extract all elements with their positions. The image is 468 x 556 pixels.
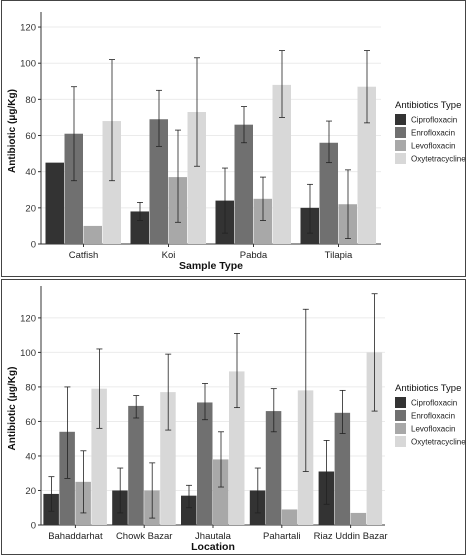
y-axis-title: Antibiotic (μg/Kg) (7, 89, 18, 173)
sample-type-chart: 0 20 40 60 80 100 120 Catfish Koi Pabda Tilapia Sam… (7, 12, 466, 272)
bar-koi-enrofloxacin (149, 119, 168, 244)
sample-type-chart-panel: 0 20 40 60 80 100 120 Catfish Koi Pabda Tilapia Sam… (1, 0, 466, 277)
x-tick-label-pahartali: Pahartali (263, 531, 301, 542)
legend-label-levofloxacin: Levofloxacin (411, 425, 455, 434)
y-tick-label: 100 (20, 348, 36, 359)
bar-bahaddarhat-oxytetracycline (91, 388, 107, 525)
legend-swatch-ciprofloxacin (395, 397, 406, 408)
bar-koi-oxytetracycline (187, 112, 206, 245)
x-tick-label-bahaddarhat: Bahaddarhat (48, 531, 103, 542)
bar-pabda-levofloxacin (253, 198, 272, 244)
x-tick-label-jhautala: Jhautala (195, 531, 232, 542)
y-tick-label: 20 (25, 486, 36, 497)
bar-pabda-oxytetracycline (272, 84, 291, 245)
bar-jhautala-levofloxacin (213, 459, 229, 525)
y-axis-title: Antibiotic (μg/Kg) (7, 367, 18, 451)
legend-swatch-levofloxacin (395, 140, 406, 151)
y-tick-label: 120 (20, 313, 36, 324)
legend-swatch-enrofloxacin (395, 410, 406, 421)
legend-swatch-levofloxacin (395, 423, 406, 434)
location-chart: 0 20 40 60 80 100 120 Bahaddarhat Chowk Bazar Jha… (7, 286, 466, 553)
bar-catfish-enrofloxacin (64, 133, 83, 244)
bar-catfish-ciprofloxacin (45, 162, 64, 244)
y-tick-label: 40 (25, 167, 36, 178)
legend-swatch-oxytetracycline (395, 153, 406, 164)
bar-tilapia-oxytetracycline (357, 86, 376, 244)
legend-swatch-ciprofloxacin (395, 114, 406, 125)
bar-pahartali-levofloxacin (281, 509, 298, 525)
legend-label-enrofloxacin: Enrofloxacin (411, 412, 455, 421)
legend-label-oxytetracycline: Oxytetracycline (411, 155, 466, 164)
bar-catfish-oxytetracycline (102, 121, 121, 244)
legend-title: Antibiotics Type (395, 100, 461, 111)
y-tick-label: 60 (25, 417, 36, 428)
bar-riaz-uddin-bazar-levofloxacin (350, 512, 367, 525)
legend-label-ciprofloxacin: Ciprofloxacin (411, 116, 457, 125)
bar-jhautala-ciprofloxacin (181, 495, 197, 525)
y-tick-label: 20 (25, 203, 36, 214)
bar-chowk-bazar-oxytetracycline (160, 392, 176, 525)
y-tick-label: 120 (20, 23, 36, 34)
location-chart-panel: 0 20 40 60 80 100 120 Bahaddarhat Chowk Bazar Jha… (1, 279, 466, 555)
x-tick-label-pabda: Pabda (240, 250, 268, 261)
chart-body: 0 20 40 60 80 100 120 Catfish Koi Pabda Tilapia Sam… (7, 12, 381, 272)
y-tick-label: 40 (25, 451, 36, 462)
legend-swatch-oxytetracycline (395, 436, 406, 447)
legend: Antibiotics Type Ciprofloxacin Enrofloxaci… (395, 383, 466, 447)
x-axis-title: Location (191, 541, 235, 553)
y-tick-label: 100 (20, 59, 36, 70)
bar-catfish-levofloxacin (83, 225, 102, 244)
bar-koi-ciprofloxacin (130, 211, 149, 244)
legend: Antibiotics Type Ciprofloxacin Enrofloxaci… (395, 100, 466, 164)
x-tick-label-riaz-uddin-bazar: Riaz Uddin Bazar (314, 531, 388, 542)
x-tick-label-tilapia: Tilapia (325, 250, 353, 261)
y-tick-label: 80 (25, 382, 36, 393)
chart-body: 0 20 40 60 80 100 120 Bahaddarhat Chowk Bazar Jha… (7, 286, 388, 553)
bar-pabda-enrofloxacin (234, 124, 253, 244)
legend-label-oxytetracycline: Oxytetracycline (411, 438, 466, 447)
legend-swatch-enrofloxacin (395, 127, 406, 138)
bar-tilapia-enrofloxacin (319, 142, 338, 244)
legend-label-ciprofloxacin: Ciprofloxacin (411, 399, 457, 408)
legend-title: Antibiotics Type (395, 383, 461, 394)
bar-pahartali-enrofloxacin (265, 411, 282, 525)
legend-label-enrofloxacin: Enrofloxacin (411, 129, 455, 138)
bar-jhautala-oxytetracycline (229, 371, 245, 525)
y-tick-label: 0 (31, 240, 36, 251)
x-tick-label-koi: Koi (162, 250, 176, 261)
bar-riaz-uddin-bazar-enrofloxacin (334, 412, 351, 525)
x-tick-label-chowk-bazar: Chowk Bazar (116, 531, 173, 542)
bar-chowk-bazar-enrofloxacin (128, 405, 144, 525)
legend-label-levofloxacin: Levofloxacin (411, 142, 455, 151)
x-axis-title: Sample Type (179, 260, 243, 272)
y-tick-label: 0 (31, 521, 36, 532)
y-tick-label: 80 (25, 95, 36, 106)
bar-jhautala-enrofloxacin (197, 402, 213, 525)
x-tick-label-catfish: Catfish (69, 250, 99, 261)
bar-riaz-uddin-bazar-oxytetracycline (366, 352, 383, 525)
y-tick-label: 60 (25, 131, 36, 142)
